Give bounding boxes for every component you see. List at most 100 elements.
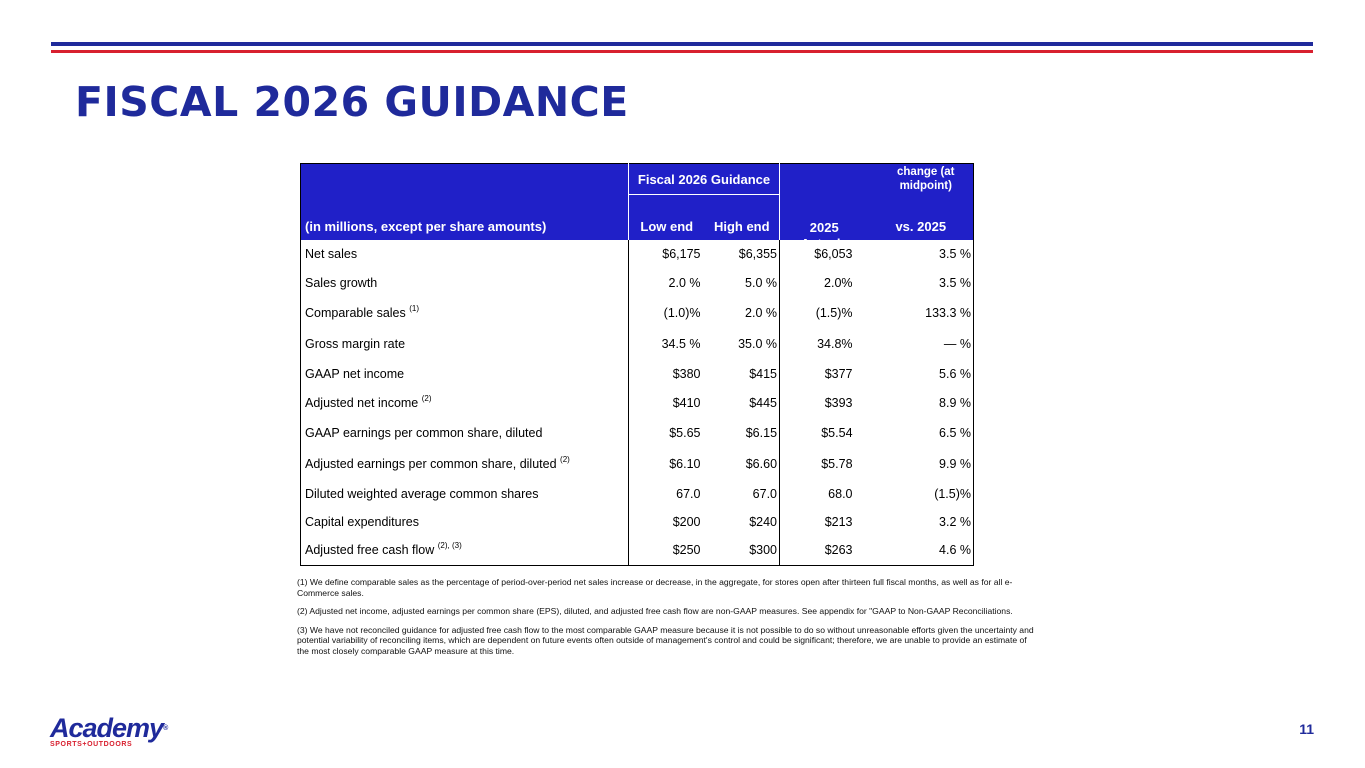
header-spacer <box>300 163 629 195</box>
header-low-end: Low end <box>628 194 705 240</box>
low-end-value: 2.0 % <box>628 267 705 298</box>
low-end-value: 34.5 % <box>628 328 705 359</box>
change-value: 3.5 % <box>939 275 972 290</box>
high-end-value: $445 <box>704 389 781 417</box>
row-label: Net sales <box>305 246 358 261</box>
row-label: Sales growth <box>305 275 378 290</box>
table-row: Sales growth 2.0 % 5.0 % 2.0% 3.5 % <box>301 267 974 298</box>
high-end-value: $6.15 <box>704 417 781 448</box>
actual-2025-value: $213 <box>824 515 853 529</box>
row-footnote-ref: (2) <box>421 394 432 403</box>
high-end-value: $6.60 <box>704 448 781 479</box>
slide-title: FISCAL 2026 GUIDANCE <box>75 78 629 126</box>
row-label-cell: Capital expenditures <box>301 509 629 535</box>
row-label-cell: Diluted weighted average common shares <box>301 479 629 509</box>
high-end-value: 67.0 <box>704 479 781 509</box>
actual-2025-value: 34.8% <box>817 336 853 351</box>
table-header-row-1: Fiscal 2026 Guidance 2025 Actuals change… <box>300 163 974 251</box>
low-end-value: $250 <box>628 535 705 565</box>
high-end-value: 2.0 % <box>704 298 781 328</box>
table-row: Net sales $6,175 $6,355 $6,053 3.5 % <box>301 240 974 267</box>
low-end-value: $200 <box>628 509 705 535</box>
row-footnote-ref: (1) <box>409 304 420 313</box>
high-end-value: $415 <box>704 359 781 389</box>
actual-2025-value: $263 <box>824 542 853 557</box>
row-label-cell: Adjusted net income (2) <box>301 389 629 417</box>
row-label: Gross margin rate <box>305 336 406 351</box>
change-value: 3.5 % <box>939 246 972 261</box>
table-row: Adjusted net income (2) $410 $445 $393 8.9 % <box>301 389 974 417</box>
high-end-value: $240 <box>704 509 781 535</box>
actual-2025-value: $6,053 <box>814 246 853 261</box>
low-end-value: $5.65 <box>628 417 705 448</box>
row-label-cell: Comparable sales (1) <box>301 298 629 328</box>
row-label: Adjusted free cash flow <box>305 542 435 557</box>
table-row: Comparable sales (1) (1.0)% 2.0 % (1.5)% 133… <box>301 298 974 328</box>
actual-2025-value: $393 <box>824 396 853 410</box>
header-fiscal-2026-guidance: Fiscal 2026 Guidance <box>627 163 781 195</box>
footnote-3: (3) We have not reconciled guidance for … <box>297 624 1034 656</box>
change-value: (1.5)% <box>934 487 972 501</box>
change-value: 133.3 % <box>925 306 972 320</box>
actual-2025-value: $5.54 <box>821 425 853 440</box>
change-value: 5.6 % <box>939 367 972 381</box>
table-header-row-2: (in millions, except per share amounts) … <box>300 194 974 240</box>
logo-wordmark: Academy® <box>50 715 168 742</box>
table-body: Net sales $6,175 $6,355 $6,053 3.5 % Sales gr… <box>301 240 974 565</box>
high-end-value: $300 <box>704 535 781 565</box>
row-label-cell: Net sales <box>301 240 629 267</box>
row-footnote-ref: (2), (3) <box>437 540 462 550</box>
row-label-cell: GAAP earnings per common share, diluted <box>301 417 629 448</box>
row-label-cell: GAAP net income <box>301 359 629 389</box>
footnotes: (1) We define comparable sales as the pe… <box>297 577 1034 664</box>
low-end-value: 67.0 <box>628 479 705 509</box>
header-change-at-midpoint: change (at midpoint) <box>868 163 974 195</box>
row-label: Adjusted earnings per common share, dilu… <box>305 456 557 471</box>
header-row-label: (in millions, except per share amounts) <box>300 194 629 240</box>
row-footnote-ref: (2) <box>560 454 570 464</box>
change-value: 6.5 % <box>939 425 972 440</box>
footnote-1: (1) We define comparable sales as the pe… <box>297 577 1013 598</box>
academy-logo: Academy® SPORTS+OUTDOORS <box>50 715 168 749</box>
actual-2025-value: (1.5)% <box>815 306 853 320</box>
change-value: — % <box>943 336 972 351</box>
actual-2025-value: $377 <box>824 367 853 381</box>
row-label: GAAP net income <box>305 367 405 381</box>
guidance-table: Fiscal 2026 Guidance 2025 Actuals change… <box>300 163 975 566</box>
low-end-value: $380 <box>628 359 705 389</box>
row-label-cell: Adjusted free cash flow (2), (3) <box>301 535 629 565</box>
low-end-value: (1.0)% <box>628 298 705 328</box>
row-label: GAAP earnings per common share, diluted <box>305 425 543 440</box>
actual-2025-value: 68.0 <box>828 487 853 501</box>
low-end-value: $6.10 <box>628 448 705 479</box>
low-end-value: $6,175 <box>628 240 705 267</box>
high-end-value: $6,355 <box>704 240 781 267</box>
page-number: 11 <box>1299 721 1314 737</box>
logo-word-text: Academy <box>50 713 164 743</box>
footnote-2: (2) Adjusted net income, adjusted earnin… <box>297 606 1013 616</box>
header-high-end: High end <box>704 194 781 240</box>
row-label: Diluted weighted average common shares <box>305 487 539 501</box>
table-row: Adjusted free cash flow (2), (3) $250 $300… <box>301 535 974 565</box>
row-label: Capital expenditures <box>305 515 419 529</box>
change-value: 9.9 % <box>939 456 972 471</box>
actual-2025-value: 2.0% <box>824 275 853 290</box>
high-end-value: 5.0 % <box>704 267 781 298</box>
change-value: 8.9 % <box>939 396 972 410</box>
header-2025-actuals: 2025 Actuals <box>779 163 869 251</box>
change-value: 3.2 % <box>939 515 972 529</box>
row-label-cell: Sales growth <box>301 267 629 298</box>
logo-registered-mark: ® <box>163 725 169 732</box>
table-row: GAAP earnings per common share, diluted $… <box>301 417 974 448</box>
change-value: 4.6 % <box>939 542 972 557</box>
table-row: GAAP net income $380 $415 $377 5.6 % <box>301 359 974 389</box>
row-label-cell: Adjusted earnings per common share, dilu… <box>301 448 629 479</box>
table-row: Adjusted earnings per common share, dilu… <box>301 448 974 479</box>
row-label: Comparable sales <box>305 306 406 320</box>
actual-2025-value: $5.78 <box>821 456 853 471</box>
logo-tagline: SPORTS+OUTDOORS <box>50 741 133 748</box>
header-rule-red <box>51 50 1313 53</box>
table-row: Capital expenditures $200 $240 $213 3.2 % <box>301 509 974 535</box>
high-end-value: 35.0 % <box>704 328 781 359</box>
header-vs-2025: vs. 2025 <box>868 194 974 240</box>
